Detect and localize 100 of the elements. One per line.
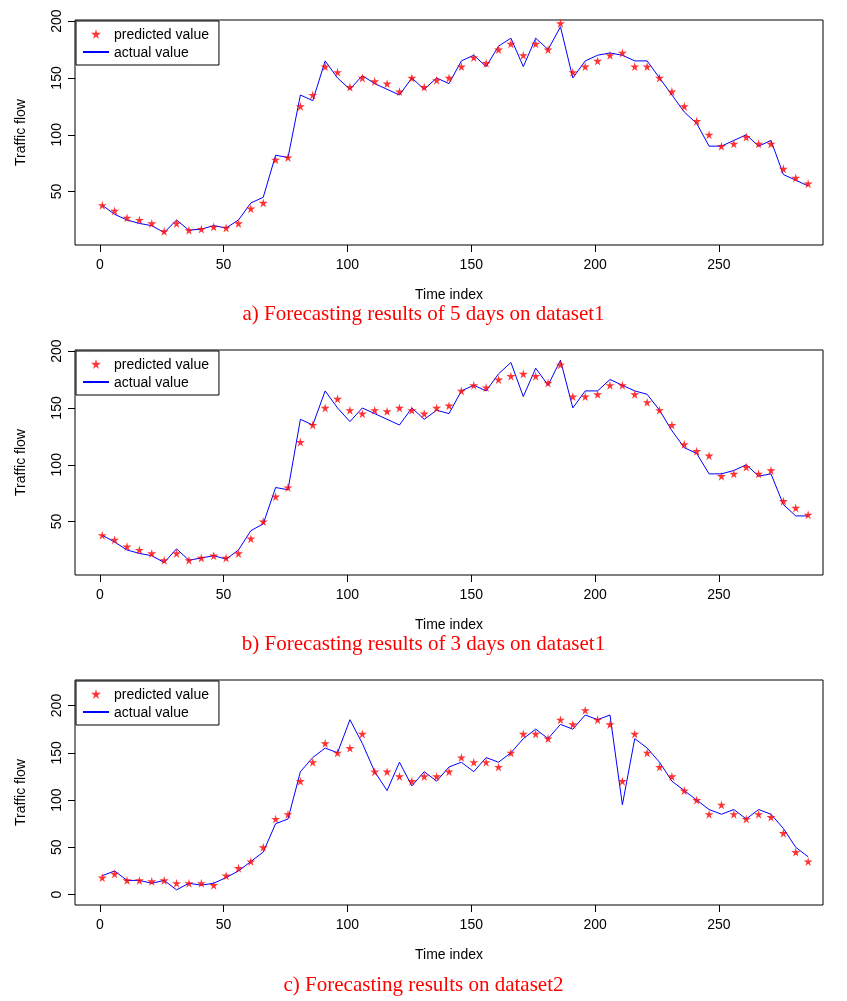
y-tick-label: 0 bbox=[48, 890, 64, 899]
point bbox=[233, 863, 243, 873]
x-tick-label: 50 bbox=[215, 586, 232, 602]
point bbox=[432, 771, 442, 781]
x-tick-label: 100 bbox=[335, 586, 360, 602]
y-tick-label: 150 bbox=[48, 66, 64, 90]
point bbox=[778, 496, 788, 506]
point bbox=[481, 757, 491, 767]
point bbox=[778, 828, 788, 838]
point bbox=[655, 73, 665, 83]
point bbox=[642, 397, 652, 407]
point bbox=[803, 857, 813, 867]
point bbox=[295, 776, 305, 786]
point bbox=[518, 369, 528, 379]
point bbox=[320, 403, 330, 413]
point bbox=[419, 771, 429, 781]
point bbox=[172, 878, 182, 888]
point bbox=[617, 48, 627, 58]
point bbox=[729, 139, 739, 149]
point bbox=[196, 553, 206, 563]
point bbox=[456, 62, 466, 72]
x-tick-label: 150 bbox=[459, 916, 484, 932]
point bbox=[97, 200, 107, 210]
point bbox=[518, 729, 528, 739]
point bbox=[345, 82, 355, 92]
point bbox=[518, 50, 528, 60]
point bbox=[271, 492, 281, 502]
point bbox=[716, 141, 726, 151]
point bbox=[97, 530, 107, 540]
point bbox=[196, 878, 206, 888]
point bbox=[134, 215, 144, 225]
point bbox=[432, 75, 442, 85]
text: a) Forecasting results of 5 days on dataset1 bbox=[242, 300, 605, 325]
point bbox=[766, 139, 776, 149]
legend-label: actual value bbox=[114, 704, 189, 720]
point bbox=[469, 53, 479, 62]
text: b) Forecasting results of 3 days on dataset1 bbox=[241, 630, 606, 655]
point bbox=[605, 380, 615, 390]
point bbox=[741, 132, 751, 142]
point bbox=[308, 90, 318, 100]
point bbox=[605, 50, 615, 60]
point bbox=[494, 762, 504, 772]
point bbox=[295, 101, 305, 111]
point bbox=[419, 82, 429, 92]
point bbox=[667, 771, 677, 781]
y-tick-label: 150 bbox=[48, 740, 64, 765]
point bbox=[679, 101, 689, 111]
x-tick-label: 50 bbox=[215, 916, 232, 932]
point bbox=[345, 743, 355, 753]
x-axis-title: Time index bbox=[415, 946, 483, 962]
y-tick-label: 100 bbox=[48, 452, 64, 477]
point bbox=[791, 847, 801, 857]
legend-label: predicted value bbox=[114, 356, 210, 372]
text: c) Forecasting results on dataset2 bbox=[283, 971, 564, 996]
point bbox=[357, 409, 367, 419]
point bbox=[531, 729, 541, 739]
x-axis-title: Time index bbox=[415, 286, 483, 302]
y-tick-label: 200 bbox=[48, 693, 64, 718]
y-tick-label: 50 bbox=[48, 513, 64, 530]
point bbox=[667, 420, 677, 430]
point bbox=[729, 809, 739, 819]
point bbox=[184, 225, 194, 235]
point bbox=[233, 548, 243, 558]
point bbox=[494, 45, 504, 55]
point bbox=[791, 503, 801, 513]
point bbox=[110, 206, 120, 216]
y-tick-label: 50 bbox=[48, 839, 64, 856]
point bbox=[283, 483, 293, 492]
point bbox=[221, 223, 231, 233]
point bbox=[295, 437, 305, 447]
y-axis-title: Traffic flow bbox=[12, 98, 28, 166]
x-axis-title: Time index bbox=[415, 616, 483, 632]
point bbox=[630, 389, 640, 399]
point bbox=[543, 45, 553, 55]
point bbox=[617, 380, 627, 390]
point bbox=[283, 809, 293, 819]
point bbox=[580, 705, 590, 715]
point bbox=[308, 757, 318, 767]
point bbox=[543, 378, 553, 388]
point bbox=[370, 767, 380, 777]
point bbox=[246, 857, 256, 867]
point bbox=[184, 878, 194, 888]
point bbox=[333, 748, 343, 758]
point bbox=[134, 875, 144, 885]
point bbox=[147, 548, 157, 558]
point bbox=[258, 198, 268, 208]
x-tick-label: 250 bbox=[707, 916, 731, 932]
point bbox=[407, 776, 417, 786]
point bbox=[692, 795, 702, 805]
point bbox=[555, 715, 565, 725]
point bbox=[196, 224, 206, 234]
x-tick-label: 200 bbox=[583, 256, 608, 272]
y-axis-title: Traffic flow bbox=[12, 758, 28, 826]
point bbox=[333, 394, 343, 404]
point bbox=[506, 39, 516, 49]
point bbox=[469, 380, 479, 390]
point bbox=[729, 469, 739, 479]
point bbox=[617, 776, 627, 786]
point bbox=[593, 715, 603, 725]
point bbox=[110, 535, 120, 545]
